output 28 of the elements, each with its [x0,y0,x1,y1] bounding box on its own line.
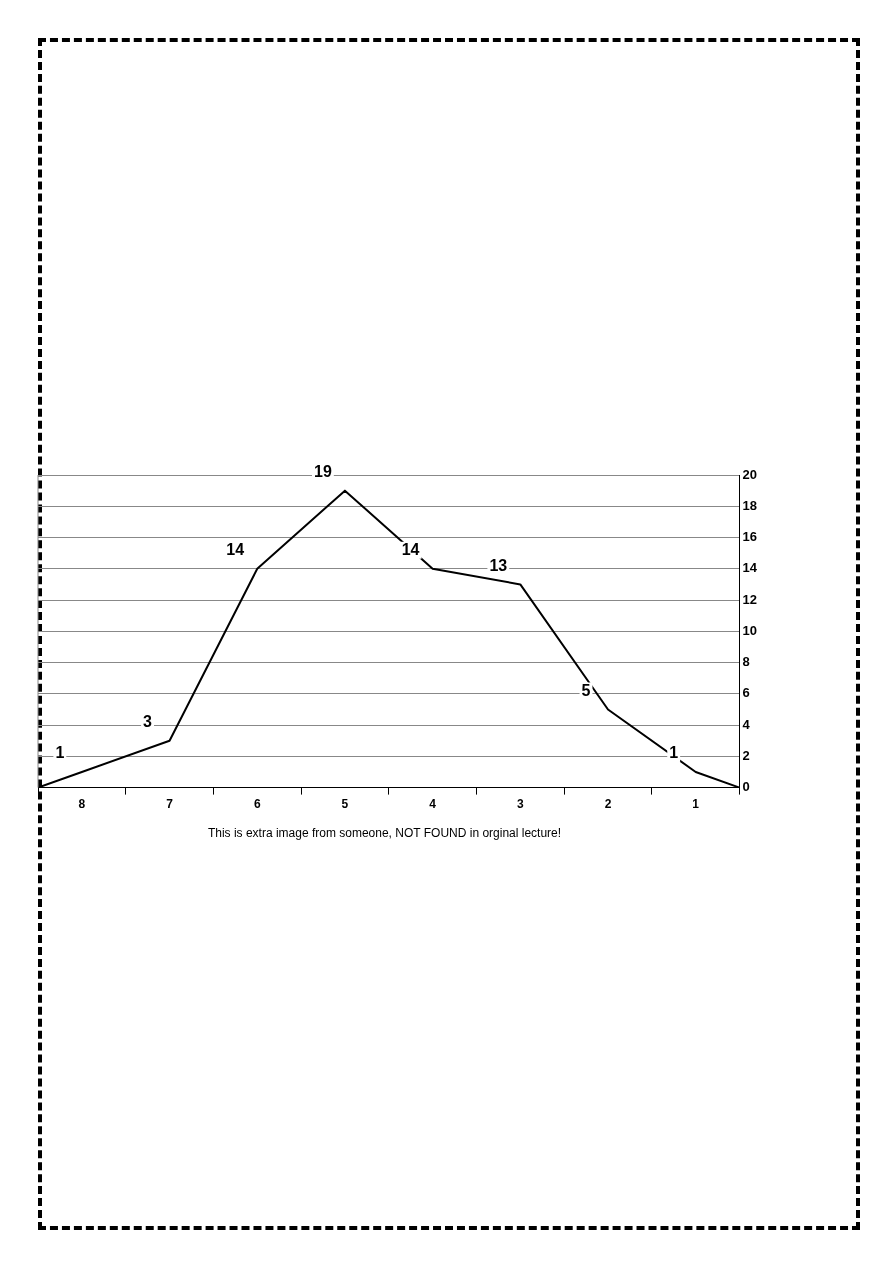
data-label: 3 [143,713,153,731]
data-label: 1 [55,744,65,762]
y-tick-label: 0 [742,779,750,795]
x-tick-label: 8 [78,797,86,812]
x-tick-label: 5 [341,797,349,812]
data-label: 1 [669,744,679,762]
x-tick-label: 1 [692,797,700,812]
x-tick-label: 2 [604,797,612,812]
y-tick-label: 6 [742,685,750,701]
data-label: 5 [581,681,591,699]
data-label: 13 [489,556,508,574]
data-label: 14 [226,541,245,559]
y-tick-label: 20 [742,466,758,482]
text: This is extra image from someone, NOT FOUND in orginal lecture! [206,826,563,840]
y-tick-label: 12 [742,591,758,607]
data-label: 19 [314,463,332,481]
y-tick-label: 16 [742,529,758,545]
x-tick-label: 3 [516,797,524,812]
x-tick-label: 6 [253,797,261,812]
y-tick-label: 2 [742,747,750,763]
y-tick-label: 10 [742,622,758,638]
x-tick-label: 4 [429,797,437,812]
y-tick-label: 18 [742,497,758,513]
x-tick-label: 7 [166,797,174,812]
y-tick-label: 4 [742,716,751,732]
data-label: 14 [401,541,420,559]
y-tick-label: 8 [742,654,750,670]
y-tick-label: 14 [742,560,758,576]
